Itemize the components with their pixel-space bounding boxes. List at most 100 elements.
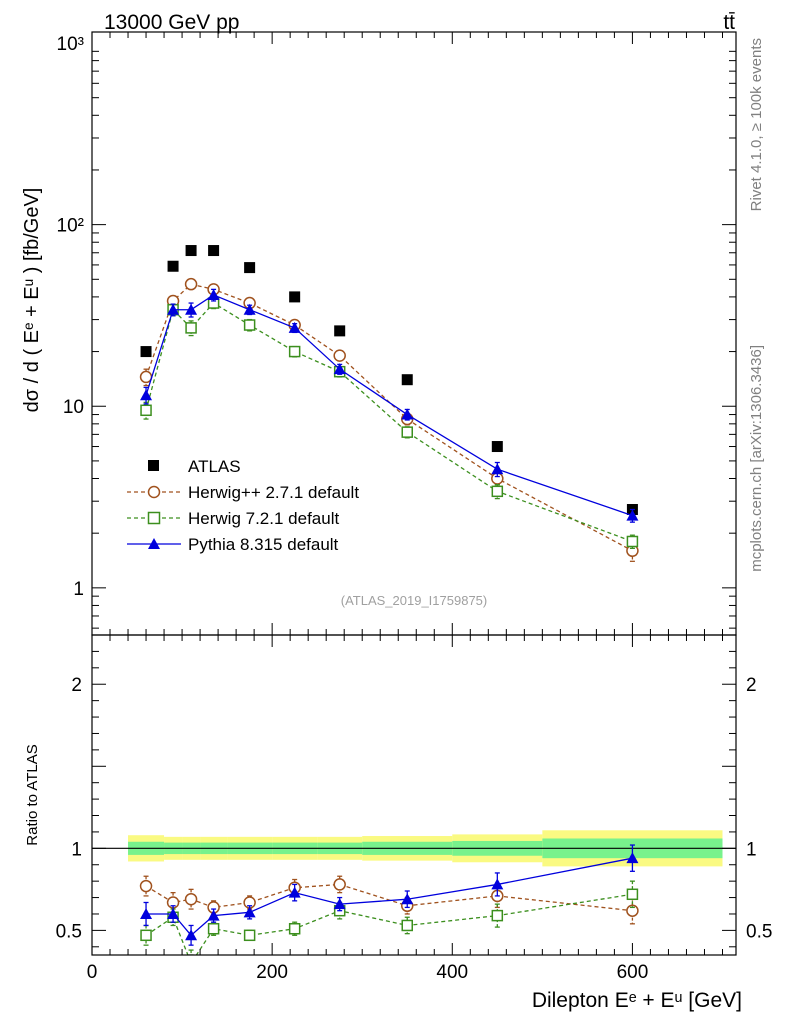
ratio-point-herwig7 [207,922,220,935]
main-y-tick-label: 10 [63,397,84,418]
main-point-atlas [334,325,346,337]
ratio-point-pythia [401,893,414,905]
main-point-atlas [167,260,179,272]
legend-marker-herwigpp [147,485,161,499]
main-point-atlas [289,291,301,303]
main-point-herwig7 [401,426,413,438]
ratio-plot-layer [139,844,639,968]
mcplots-reference-label: mcplots.cern.ch [arXiv:1306.3436] [748,345,765,572]
main-point-pythia [243,303,256,315]
main-point-atlas [491,441,503,453]
main-point-pythia [491,463,504,475]
main-point-herwig7 [243,319,256,331]
ratio-point-herwig7 [626,888,639,901]
ratio-y-tick-label-left: 2 [71,675,82,696]
main-series-herwigpp [139,277,639,562]
ratio-point-pythia [207,909,220,921]
legend-marker-pythia [148,538,160,549]
ratio-point-pythia [140,907,153,919]
ratio-point-herwig7 [491,909,504,922]
legend-entry-pythia: Pythia 8.315 default [127,535,339,554]
ratio-point-pythia [185,929,198,941]
main-point-herwig7 [185,322,197,334]
ratio-series-herwigpp [139,875,639,925]
ratio-point-pythia [626,852,639,864]
ratio-line-herwig7 [145,893,633,955]
ratio-y-tick-label-right: 0.5 [746,921,772,942]
ratio-series-pythia [140,844,639,946]
main-point-pythia [185,303,198,315]
main-plot-layer [139,245,639,562]
main-y-tick-label: 10³ [57,34,84,55]
main-y-axis-title: dσ / d ( Eᵉ + Eᵘ ) [fb/GeV] [21,188,43,413]
x-tick-label: 400 [436,962,468,983]
main-point-atlas [401,374,413,386]
main-point-pythia [207,288,220,300]
main-point-herwigpp [333,349,346,362]
ratio-point-herwig7 [186,958,196,968]
legend-label-pythia: Pythia 8.315 default [188,535,339,554]
x-tick-label: 0 [87,962,98,983]
main-point-pythia [626,509,639,521]
ratio-point-pythia [333,898,346,910]
legend-marker-atlas [148,460,159,471]
ratio-point-pythia [167,907,180,919]
ratio-plot-frame [91,634,737,956]
ratio-y-axis-title: Ratio to ATLAS [24,744,41,845]
legend-entry-herwig7: Herwig 7.2.1 default [127,509,339,528]
ratio-uncertainty-bands [92,830,736,867]
ratio-point-herwig7 [140,929,152,942]
ratio-y-tick-label-left: 1 [71,839,82,860]
main-point-pythia [401,408,414,420]
process-label: tt̄ [723,11,735,34]
main-point-atlas [140,346,152,358]
ratio-line-pythia [146,857,633,937]
legend-label-herwig7: Herwig 7.2.1 default [188,509,339,528]
ratio-point-pythia [288,886,301,898]
main-y-tick-label: 1 [73,579,84,600]
main-line-herwigpp [145,283,633,552]
ratio-point-herwig7 [243,929,256,942]
legend-marker-herwig7 [147,511,161,525]
ratio-y-tick-label-right: 1 [746,839,757,860]
ratio-point-pythia [491,878,504,890]
ratio-point-herwig7 [401,919,413,932]
legend-entry-herwigpp: Herwig++ 2.7.1 default [127,483,359,502]
main-point-herwig7 [491,485,504,498]
ratio-point-herwigpp [333,878,346,891]
energy-label: 13000 GeV pp [104,11,239,34]
legend-label-herwigpp: Herwig++ 2.7.1 default [188,483,359,502]
ratio-point-pythia [243,906,256,918]
main-point-pythia [333,363,346,375]
main-point-herwigpp [139,370,153,384]
ratio-y-tick-label-left: 0.5 [56,921,82,942]
main-point-pythia [167,303,180,315]
x-axis-title: Dilepton Eᵉ + Eᵘ [GeV] [532,989,742,1012]
analysis-id-label: (ATLAS_2019_I1759875) [341,593,487,608]
legend-entry-atlas: ATLAS [148,457,241,476]
legend: ATLAS Herwig++ 2.7.1 default Herwig 7.2.… [127,457,359,554]
ratio-line-herwigpp [145,883,633,912]
ratio-y-tick-label-right: 2 [746,675,757,696]
main-y-tick-label: 10² [57,216,84,237]
main-point-pythia [288,321,301,333]
ratio-point-herwigpp [139,879,153,893]
ratio-point-herwigpp [184,892,198,906]
main-point-pythia [140,389,153,401]
rivet-version-label: Rivet 4.1.0, ≥ 100k events [748,38,765,211]
axes-layer: 0 200 400 600 1 10 10² 10³ 0.5 0.5 1 1 2 2 [56,31,772,983]
ratio-point-herwig7 [288,922,301,935]
x-tick-label: 600 [617,962,649,983]
main-point-herwig7 [140,404,152,417]
main-line-herwig7 [145,302,633,543]
legend-label-atlas: ATLAS [188,457,241,476]
ratio-point-herwigpp [626,904,639,917]
main-point-atlas [244,262,256,274]
main-point-herwigpp [184,277,198,291]
main-line-pythia [145,294,633,517]
main-series-pythia [140,288,639,523]
main-point-herwig7 [626,535,639,548]
x-tick-label: 200 [256,962,288,983]
main-point-atlas [185,245,197,257]
